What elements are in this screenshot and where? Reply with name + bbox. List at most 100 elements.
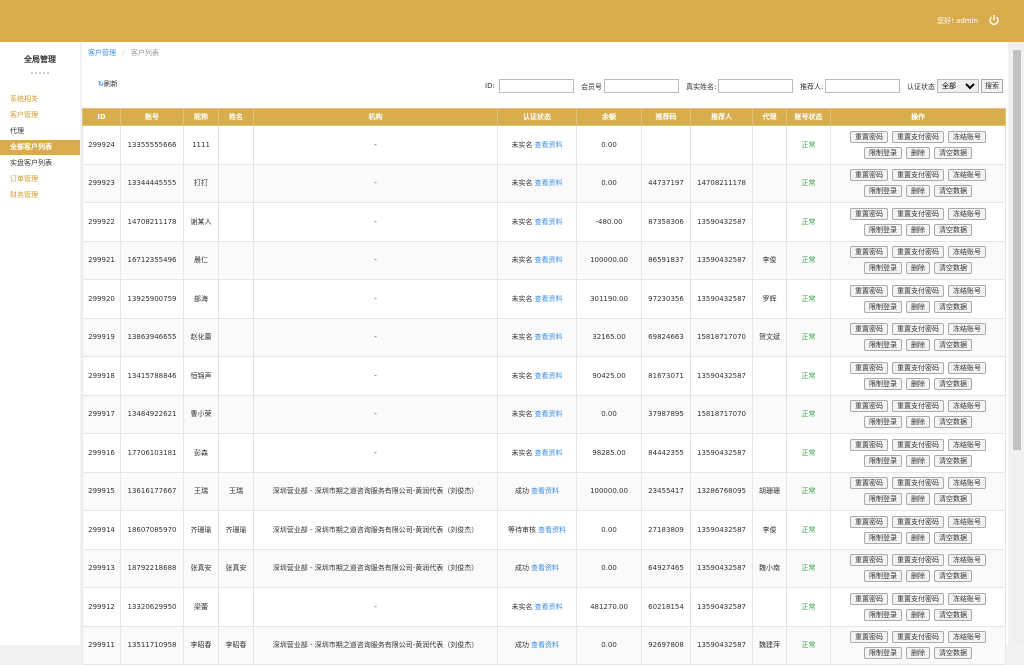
action-button[interactable]: 重置密码 [850, 592, 888, 605]
action-button[interactable]: 删除 [906, 416, 930, 429]
action-button[interactable]: 重置支付密码 [892, 554, 944, 567]
view-link[interactable]: 查看资料 [534, 294, 563, 303]
action-button[interactable]: 删除 [906, 608, 930, 621]
view-link[interactable]: 查看资料 [531, 641, 559, 650]
action-button[interactable]: 重置密码 [850, 438, 888, 451]
action-button[interactable]: 重置密码 [850, 207, 888, 220]
action-button[interactable]: 清空数据 [934, 531, 972, 544]
menu-item[interactable]: 全部客户列表 [0, 140, 80, 155]
menu-item[interactable]: 订单管理 [10, 175, 38, 183]
refresh-button[interactable]: ↻刷新 [98, 80, 118, 88]
action-button[interactable]: 冻结账号 [948, 438, 986, 451]
breadcrumb-link[interactable]: 客户管理 [88, 49, 116, 57]
logout-icon[interactable] [988, 14, 1000, 26]
action-button[interactable]: 冻结账号 [948, 554, 986, 567]
action-button[interactable]: 删除 [906, 531, 930, 544]
action-button[interactable]: 限制登录 [864, 647, 902, 660]
action-button[interactable]: 清空数据 [934, 647, 972, 660]
action-button[interactable]: 重置支付密码 [892, 515, 944, 528]
action-button[interactable]: 重置支付密码 [892, 130, 944, 143]
view-link[interactable]: 查看资料 [534, 333, 563, 342]
action-button[interactable]: 冻结账号 [948, 323, 986, 336]
filter-input[interactable] [604, 79, 679, 93]
action-button[interactable]: 冻结账号 [948, 169, 986, 182]
action-button[interactable]: 限制登录 [864, 493, 902, 506]
action-button[interactable]: 删除 [906, 339, 930, 352]
action-button[interactable]: 重置密码 [850, 400, 888, 413]
filter-input[interactable] [718, 79, 793, 93]
action-button[interactable]: 重置支付密码 [892, 361, 944, 374]
action-button[interactable]: 删除 [906, 377, 930, 390]
action-button[interactable]: 重置密码 [850, 515, 888, 528]
action-button[interactable]: 清空数据 [934, 223, 972, 236]
action-button[interactable]: 重置密码 [850, 477, 888, 490]
action-button[interactable]: 删除 [906, 185, 930, 198]
view-link[interactable]: 查看资料 [534, 140, 563, 149]
action-button[interactable]: 限制登录 [864, 454, 902, 467]
action-button[interactable]: 清空数据 [934, 570, 972, 583]
view-link[interactable]: 查看资料 [531, 487, 559, 496]
view-link[interactable]: 查看资料 [531, 564, 559, 573]
action-button[interactable]: 删除 [906, 570, 930, 583]
action-button[interactable]: 限制登录 [864, 223, 902, 236]
action-button[interactable]: 清空数据 [934, 339, 972, 352]
action-button[interactable]: 重置支付密码 [892, 169, 944, 182]
action-button[interactable]: 清空数据 [934, 262, 972, 275]
action-button[interactable]: 冻结账号 [948, 631, 986, 644]
search-button[interactable]: 搜索 [981, 79, 1003, 93]
menu-item[interactable]: 客户管理 [10, 111, 38, 119]
action-button[interactable]: 冻结账号 [948, 130, 986, 143]
action-button[interactable]: 限制登录 [864, 185, 902, 198]
action-button[interactable]: 重置支付密码 [892, 323, 944, 336]
action-button[interactable]: 冻结账号 [948, 284, 986, 297]
action-button[interactable]: 限制登录 [864, 416, 902, 429]
action-button[interactable]: 重置支付密码 [892, 631, 944, 644]
action-button[interactable]: 重置密码 [850, 246, 888, 259]
action-button[interactable]: 删除 [906, 493, 930, 506]
view-link[interactable]: 查看资料 [534, 217, 563, 226]
action-button[interactable]: 限制登录 [864, 531, 902, 544]
filter-input[interactable] [499, 79, 574, 93]
menu-item[interactable]: 系统相关 [10, 95, 38, 103]
action-button[interactable]: 清空数据 [934, 300, 972, 313]
action-button[interactable]: 限制登录 [864, 339, 902, 352]
action-button[interactable]: 重置支付密码 [892, 592, 944, 605]
action-button[interactable]: 重置密码 [850, 284, 888, 297]
action-button[interactable]: 冻结账号 [948, 207, 986, 220]
action-button[interactable]: 重置支付密码 [892, 477, 944, 490]
action-button[interactable]: 重置支付密码 [892, 284, 944, 297]
action-button[interactable]: 重置密码 [850, 361, 888, 374]
scroll-thumb[interactable] [1013, 50, 1021, 450]
view-link[interactable]: 查看资料 [534, 410, 563, 419]
action-button[interactable]: 限制登录 [864, 262, 902, 275]
action-button[interactable]: 重置支付密码 [892, 400, 944, 413]
action-button[interactable]: 重置支付密码 [892, 438, 944, 451]
status-select[interactable]: 全部 [937, 79, 979, 93]
action-button[interactable]: 清空数据 [934, 493, 972, 506]
action-button[interactable]: 重置支付密码 [892, 207, 944, 220]
action-button[interactable]: 删除 [906, 300, 930, 313]
view-link[interactable]: 查看资料 [534, 602, 563, 611]
menu-item[interactable]: 实盘客户列表 [10, 159, 52, 167]
view-link[interactable]: 查看资料 [538, 525, 566, 534]
action-button[interactable]: 冻结账号 [948, 246, 986, 259]
action-button[interactable]: 删除 [906, 647, 930, 660]
action-button[interactable]: 清空数据 [934, 454, 972, 467]
action-button[interactable]: 删除 [906, 146, 930, 159]
action-button[interactable]: 冻结账号 [948, 477, 986, 490]
action-button[interactable]: 清空数据 [934, 608, 972, 621]
action-button[interactable]: 清空数据 [934, 185, 972, 198]
action-button[interactable]: 重置支付密码 [892, 246, 944, 259]
action-button[interactable]: 冻结账号 [948, 592, 986, 605]
action-button[interactable]: 重置密码 [850, 130, 888, 143]
action-button[interactable]: 限制登录 [864, 608, 902, 621]
filter-input[interactable] [825, 79, 900, 93]
action-button[interactable]: 冻结账号 [948, 515, 986, 528]
action-button[interactable]: 删除 [906, 262, 930, 275]
action-button[interactable]: 限制登录 [864, 570, 902, 583]
view-link[interactable]: 查看资料 [534, 179, 563, 188]
view-link[interactable]: 查看资料 [534, 256, 563, 265]
action-button[interactable]: 清空数据 [934, 416, 972, 429]
action-button[interactable]: 清空数据 [934, 146, 972, 159]
action-button[interactable]: 重置密码 [850, 323, 888, 336]
